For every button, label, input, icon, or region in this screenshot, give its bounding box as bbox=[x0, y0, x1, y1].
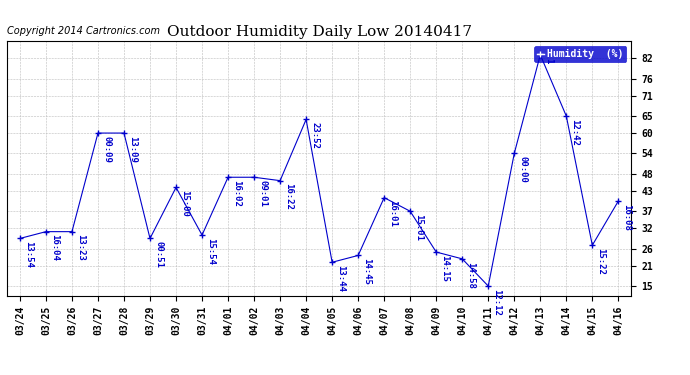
Text: 13:09: 13:09 bbox=[128, 136, 137, 163]
Text: 15:22: 15:22 bbox=[596, 248, 606, 275]
Text: 23:52: 23:52 bbox=[310, 122, 319, 149]
Title: Outdoor Humidity Daily Low 20140417: Outdoor Humidity Daily Low 20140417 bbox=[166, 25, 472, 39]
Text: 13:44: 13:44 bbox=[336, 265, 345, 292]
Text: 12:12: 12:12 bbox=[493, 289, 502, 316]
Text: 00:51: 00:51 bbox=[154, 241, 163, 268]
Text: 16:22: 16:22 bbox=[284, 183, 293, 210]
Text: 14:15: 14:15 bbox=[440, 255, 449, 282]
Text: 00:00: 00:00 bbox=[518, 156, 527, 183]
Text: 15:54: 15:54 bbox=[206, 238, 215, 265]
Text: 00:09: 00:09 bbox=[102, 136, 111, 163]
Text: 16:08: 16:08 bbox=[622, 204, 631, 231]
Text: 16:02: 16:02 bbox=[233, 180, 241, 207]
Text: 14:58: 14:58 bbox=[466, 262, 475, 288]
Text: 13:54: 13:54 bbox=[24, 241, 33, 268]
Text: 1: 1 bbox=[544, 58, 553, 63]
Legend: Humidity  (%): Humidity (%) bbox=[533, 46, 627, 62]
Text: 13:23: 13:23 bbox=[76, 234, 85, 261]
Text: 16:04: 16:04 bbox=[50, 234, 59, 261]
Text: 12:42: 12:42 bbox=[571, 119, 580, 146]
Text: 16:01: 16:01 bbox=[388, 200, 397, 227]
Text: Copyright 2014 Cartronics.com: Copyright 2014 Cartronics.com bbox=[7, 26, 160, 36]
Text: 15:00: 15:00 bbox=[180, 190, 189, 217]
Text: 14:45: 14:45 bbox=[362, 258, 371, 285]
Text: 15:01: 15:01 bbox=[415, 214, 424, 241]
Text: 09:01: 09:01 bbox=[258, 180, 267, 207]
